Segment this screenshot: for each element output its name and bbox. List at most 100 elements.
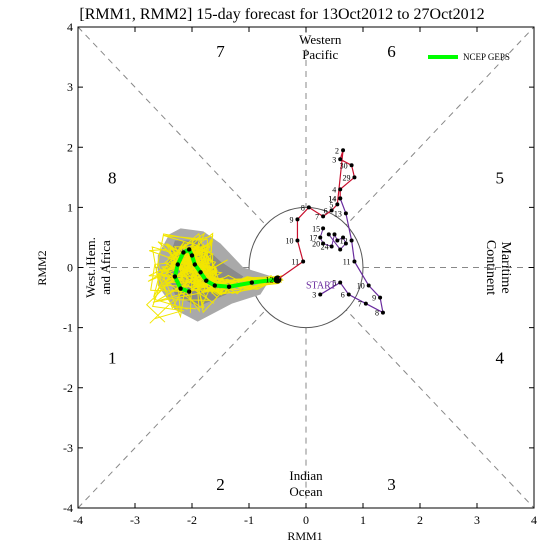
phase-number-6: 6 — [387, 42, 396, 61]
y-tick-label: 3 — [67, 80, 73, 94]
observed-day-label: 11 — [343, 257, 351, 266]
forecast-mean-point — [178, 286, 183, 291]
x-tick-label: 2 — [417, 513, 423, 527]
forecast-mean-point — [198, 270, 203, 275]
observed-point — [378, 295, 383, 300]
observed-day-label: 8 — [301, 203, 305, 212]
unit-circle — [248, 206, 364, 329]
phase-number-1: 1 — [108, 349, 117, 368]
observed-day-label: 10 — [357, 282, 365, 291]
observed-point — [318, 235, 323, 240]
observed-day-label: 6 — [324, 206, 328, 215]
phase-number-7: 7 — [216, 42, 225, 61]
observed-point — [341, 235, 346, 240]
start-label: START — [306, 281, 336, 292]
forecast-mean-point — [181, 250, 186, 255]
observed-point — [329, 208, 334, 213]
observed-day-label: 12 — [266, 276, 274, 285]
forecast-mean-point — [212, 283, 217, 288]
phase-number-5: 5 — [496, 168, 505, 187]
ensemble-member-line — [152, 234, 277, 303]
observed-day-label: 7 — [315, 212, 319, 221]
forecast-mean-point — [186, 247, 192, 252]
observed-day-label: 20 — [312, 239, 320, 248]
observed-point — [343, 211, 348, 216]
x-axis-label: RMM1 — [287, 529, 322, 543]
x-tick-label: 1 — [360, 513, 366, 527]
observed-track-red — [277, 150, 356, 281]
forecast-mean-point — [192, 262, 198, 267]
observed-day-label: 3 — [332, 155, 336, 164]
observed-day-label: 29 — [342, 173, 350, 182]
observed-point — [352, 259, 357, 264]
observed-point — [321, 226, 326, 231]
observed-point — [338, 280, 343, 285]
observed-day-label: 9 — [372, 294, 376, 303]
observed-day-label: 7 — [358, 300, 362, 309]
chart-legend: NCEP GEPS — [428, 52, 510, 62]
forecast-mean-point — [249, 280, 255, 285]
observed-point — [338, 247, 343, 252]
chart-title: [RMM1, RMM2] 15-day forecast for 13Oct20… — [79, 6, 484, 23]
observed-day-label: 9 — [289, 215, 293, 224]
observed-day-label: 8 — [375, 309, 379, 318]
observed-point — [338, 196, 343, 201]
x-tick-label: -1 — [244, 513, 254, 527]
y-tick-label: 0 — [67, 261, 73, 275]
observed-point — [329, 244, 334, 249]
observed-day-label: 11 — [291, 257, 299, 266]
y-tick-label: 4 — [67, 20, 73, 34]
observed-point — [338, 187, 343, 192]
x-tick-label: 4 — [531, 513, 537, 527]
observed-point — [301, 259, 306, 264]
region-label-left-line2: and Africa — [98, 240, 113, 295]
x-tick-label: 0 — [303, 513, 309, 527]
y-tick-label: -4 — [63, 501, 73, 515]
observed-day-label: 17 — [309, 233, 317, 242]
observed-point — [341, 148, 346, 153]
forecast-mean-point — [189, 253, 195, 258]
y-tick-label: -2 — [63, 381, 73, 395]
observed-point — [346, 292, 351, 297]
forecast-mean-point — [172, 274, 178, 279]
forecast-mean-point — [186, 289, 192, 294]
observed-point — [366, 283, 371, 288]
region-label-top-line1: Western — [299, 32, 342, 47]
observed-day-label: 30 — [340, 161, 348, 170]
region-label-bottom-line1: Indian — [289, 468, 323, 483]
observed-day-label: 14 — [328, 194, 336, 203]
observed-day-label: 12 — [340, 236, 348, 245]
x-tick-label: -2 — [187, 513, 197, 527]
observed-point — [295, 238, 300, 243]
observed-day-label: 5 — [329, 200, 333, 209]
phase-number-4: 4 — [496, 349, 505, 368]
observed-day-label: 24 — [321, 242, 329, 251]
observed-point — [363, 301, 368, 306]
observed-point — [335, 238, 340, 243]
forecast-mean-point — [204, 278, 209, 283]
observed-point — [326, 232, 331, 237]
observed-track-cluster — [319, 228, 347, 251]
region-label-left-line1: West. Hem. — [83, 237, 98, 298]
region-label-top-line2: Pacific — [302, 47, 338, 62]
observed-day-label: 6 — [341, 291, 345, 300]
y-axis-label: RMM2 — [35, 250, 49, 285]
observed-point — [335, 202, 340, 207]
observed-point — [349, 163, 354, 168]
phase-number-2: 2 — [216, 475, 225, 494]
observed-day-label: 2 — [335, 146, 339, 155]
phase-number-8: 8 — [108, 168, 117, 187]
observed-point — [332, 232, 337, 237]
observed-point — [275, 277, 280, 282]
observed-point — [318, 292, 323, 297]
y-tick-label: -3 — [63, 441, 73, 455]
y-tick-label: -1 — [63, 321, 73, 335]
observed-day-label: 15 — [312, 224, 320, 233]
region-label-right-line1: Maritime — [498, 241, 513, 293]
observed-day-label: 13 — [334, 209, 342, 218]
forecast-mean-point — [226, 284, 232, 289]
observed-point — [380, 310, 385, 315]
x-tick-label: -3 — [130, 513, 140, 527]
y-tick-label: 2 — [67, 140, 73, 154]
observed-point — [343, 241, 348, 246]
